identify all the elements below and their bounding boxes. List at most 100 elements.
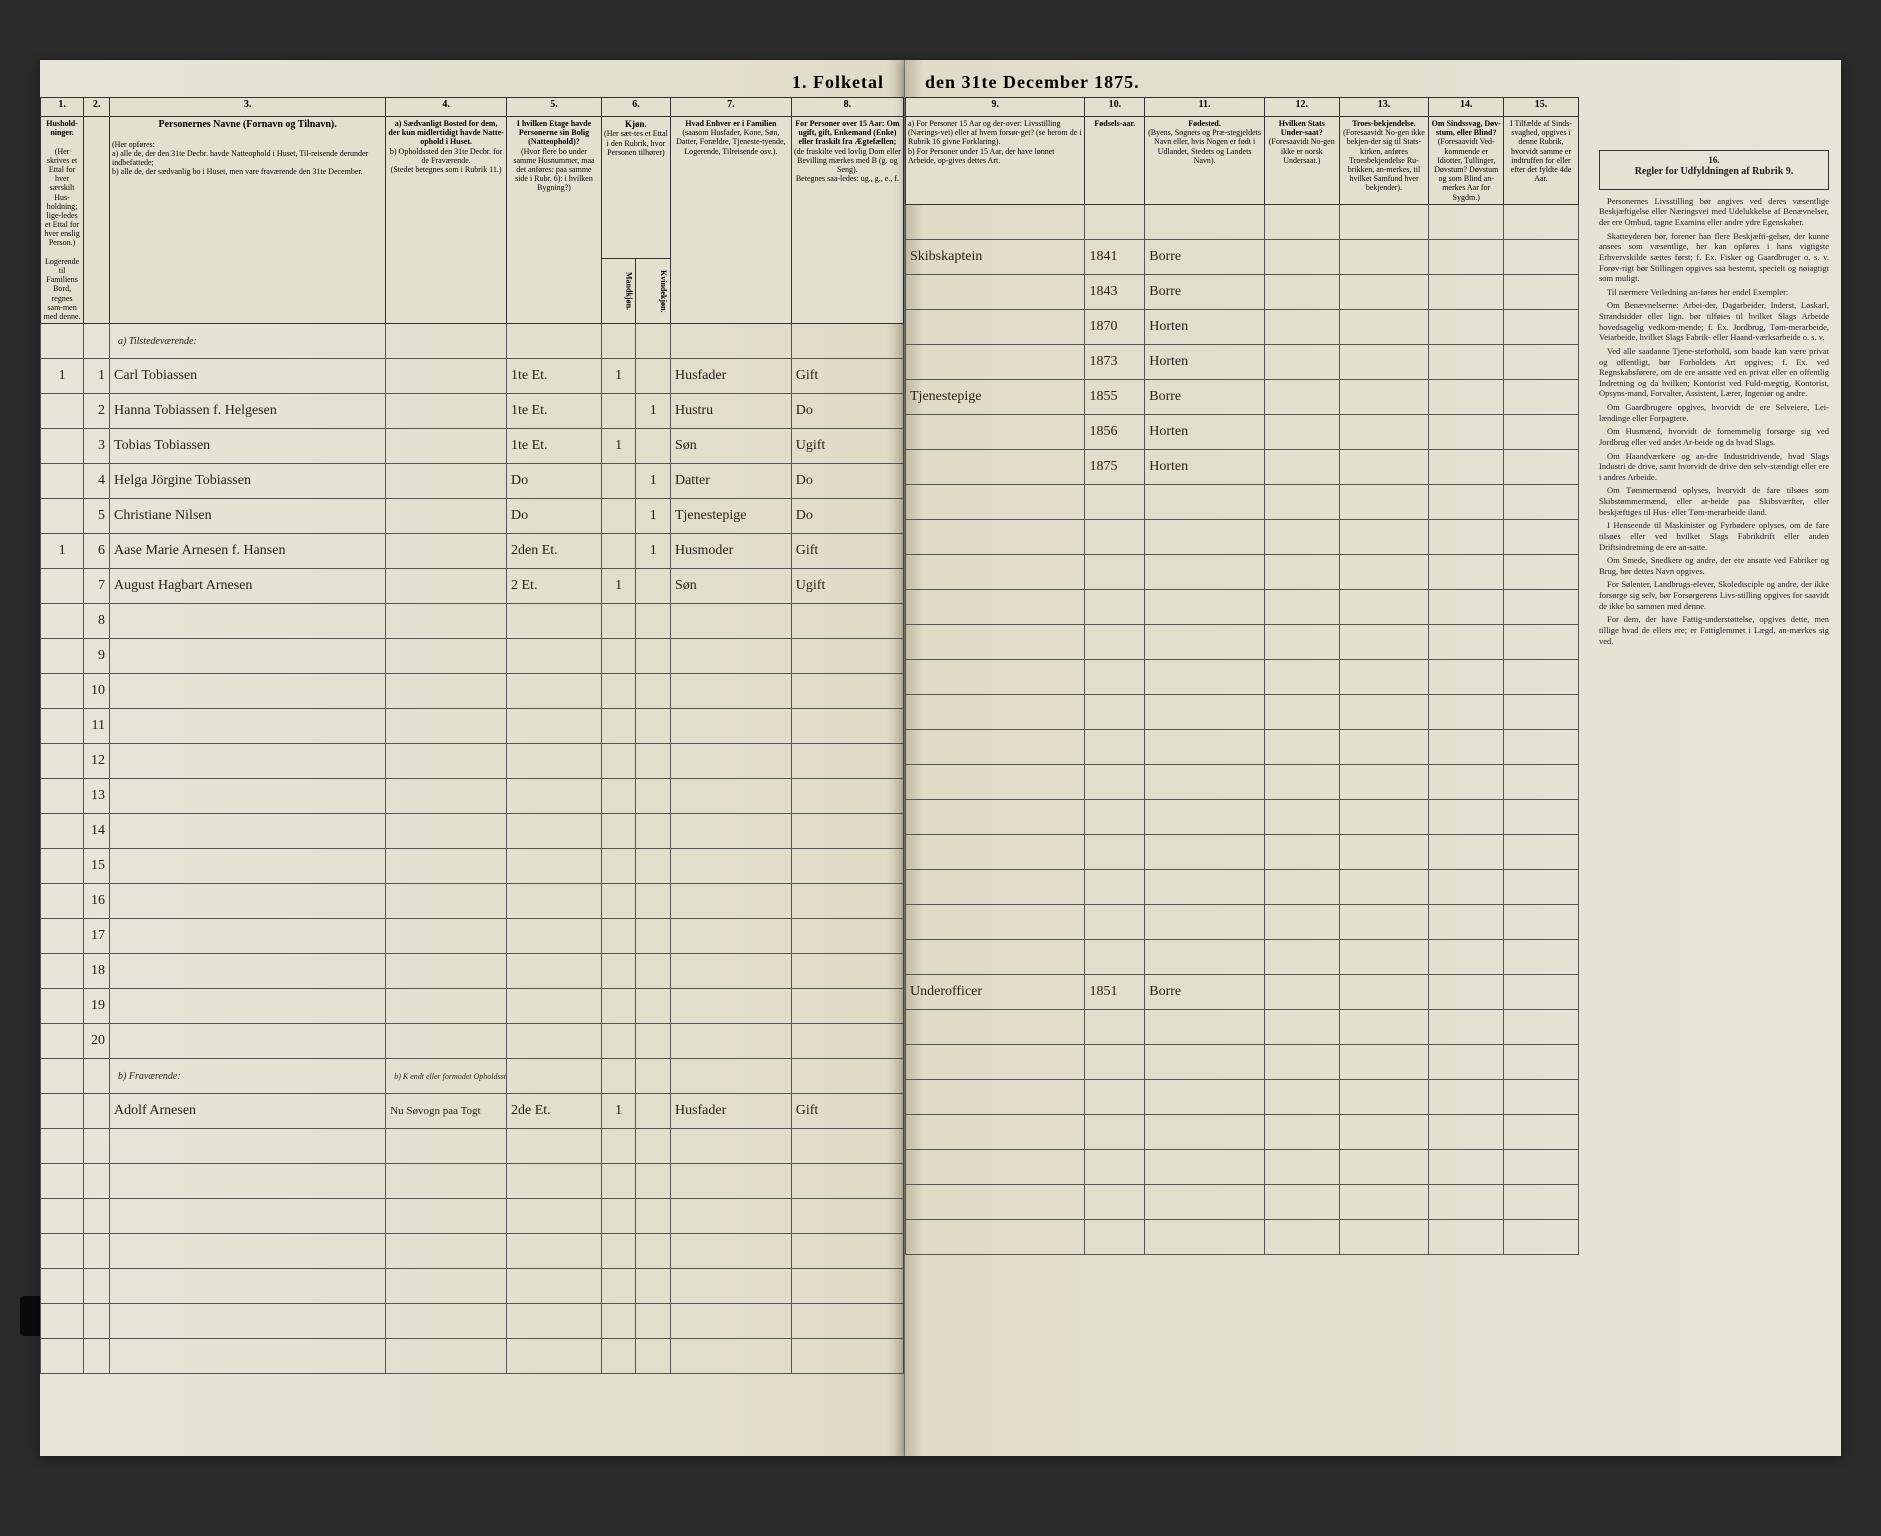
marital-cell: Gift: [791, 534, 903, 569]
row-number: 8: [84, 604, 110, 639]
rules-paragraph: For Sølenter, Landbrugs-elever, Skoledis…: [1599, 579, 1829, 611]
row-number: 12: [84, 744, 110, 779]
male-cell: [601, 499, 636, 534]
name-cell: Aase Marie Arnesen f. Hansen: [110, 534, 386, 569]
male-cell: [601, 464, 636, 499]
male-cell: [601, 394, 636, 429]
relation-cell: Søn: [670, 569, 791, 604]
table-row: 9: [41, 639, 904, 674]
disability-cell: [1429, 974, 1504, 1009]
name-cell: Carl Tobiassen: [110, 359, 386, 394]
table-row: 14: [41, 814, 904, 849]
table-row: [906, 519, 1579, 554]
row-number: 18: [84, 954, 110, 989]
table-row: [41, 1304, 904, 1339]
row-number: 14: [84, 814, 110, 849]
right-page: den 31te December 1875. 9. 10. 11. 12. 1…: [905, 60, 1841, 1456]
birthplace-cell: Horten: [1145, 344, 1265, 379]
citizenship-cell: [1264, 379, 1339, 414]
religion-cell: [1339, 379, 1429, 414]
census-ledger-left: 1. 2. 3. 4. 5. 6. 7. 8. Hushold-ninger. …: [40, 97, 904, 1374]
row-number: 1: [84, 359, 110, 394]
row-number: [84, 1304, 110, 1339]
table-row: 15: [41, 849, 904, 884]
table-row: [41, 1129, 904, 1164]
census-ledger-right: 9. 10. 11. 12. 13. 14. 15. a) For Person…: [905, 97, 1579, 1255]
row-number: [84, 1234, 110, 1269]
col-header: [84, 117, 110, 324]
occupation-cell: [906, 309, 1085, 344]
name-cell: Christiane Nilsen: [110, 499, 386, 534]
col-header: Fødsels-aar.: [1085, 117, 1145, 205]
column-number-row: 9. 10. 11. 12. 13. 14. 15.: [906, 98, 1579, 117]
table-row: 11: [41, 709, 904, 744]
col-header: For Personer over 15 Aar: Om ugift, gift…: [791, 117, 903, 324]
household-cell: 1: [41, 534, 84, 569]
male-cell: 1: [601, 1094, 636, 1129]
table-row: [906, 554, 1579, 589]
disability-cell: [1429, 239, 1504, 274]
table-row: 12: [41, 744, 904, 779]
row-number: 3: [84, 429, 110, 464]
row-number: 19: [84, 989, 110, 1024]
table-row: 1856Horten: [906, 414, 1579, 449]
onset-cell: [1504, 974, 1579, 1009]
table-row: [906, 1114, 1579, 1149]
col-header: a) Sædvanligt Bosted for dem, der kun mi…: [386, 117, 507, 324]
floor-cell: 2de Et.: [507, 1094, 602, 1129]
disability-cell: [1429, 379, 1504, 414]
household-cell: [41, 569, 84, 604]
col-header: Hvilken Stats Under-saat? (Foresaavidt N…: [1264, 117, 1339, 205]
colnum: 1.: [41, 98, 84, 117]
onset-cell: [1504, 239, 1579, 274]
table-row: [41, 1164, 904, 1199]
household-cell: [41, 429, 84, 464]
table-row: 13: [41, 779, 904, 814]
occupation-cell: Skibskaptein: [906, 239, 1085, 274]
occupation-cell: Underofficer: [906, 974, 1085, 1009]
onset-cell: [1504, 274, 1579, 309]
birthplace-cell: Borre: [1145, 274, 1265, 309]
table-row: [906, 1079, 1579, 1114]
birthyear-cell: 1870: [1085, 309, 1145, 344]
table-row: 11Carl Tobiassen1te Et.1HusfaderGift: [41, 359, 904, 394]
page-title-left: 1. Folketal: [40, 60, 904, 97]
col-header: Hushold-ninger. (Her skrives et Ettal fo…: [41, 117, 84, 324]
row-number: 13: [84, 779, 110, 814]
col-header: Troes-bekjendelse. (Foresaavidt No-gen i…: [1339, 117, 1429, 205]
marital-cell: Ugift: [791, 429, 903, 464]
book-spread: 1. Folketal 1. 2. 3. 4. 5. 6. 7. 8. Hush…: [0, 0, 1881, 1536]
residence-cell: [386, 429, 507, 464]
table-row: 7August Hagbart Arnesen2 Et.1SønUgift: [41, 569, 904, 604]
rules-paragraph: I Henseende til Maskinister og Fyrbødere…: [1599, 520, 1829, 552]
name-cell: Hanna Tobiassen f. Helgesen: [110, 394, 386, 429]
female-cell: [636, 359, 671, 394]
female-cell: [636, 1094, 671, 1129]
onset-cell: [1504, 414, 1579, 449]
table-row: [41, 1234, 904, 1269]
colnum: 13.: [1339, 98, 1429, 117]
occupation-cell: [906, 414, 1085, 449]
left-page: 1. Folketal 1. 2. 3. 4. 5. 6. 7. 8. Hush…: [40, 60, 905, 1456]
row-number: 5: [84, 499, 110, 534]
table-row: [906, 659, 1579, 694]
row-number: [84, 1339, 110, 1374]
table-row: [906, 834, 1579, 869]
table-row: 20: [41, 1024, 904, 1059]
table-row: 16Aase Marie Arnesen f. Hansen2den Et.1H…: [41, 534, 904, 569]
birthyear-cell: 1841: [1085, 239, 1145, 274]
birthyear-cell: 1873: [1085, 344, 1145, 379]
floor-cell: Do: [507, 464, 602, 499]
table-row: Underofficer1851Borre: [906, 974, 1579, 1009]
colnum: 4.: [386, 98, 507, 117]
col-header: Fødested. (Byens, Sognets og Præ-stegjel…: [1145, 117, 1265, 205]
table-row: 18: [41, 954, 904, 989]
male-cell: 1: [601, 359, 636, 394]
col-subheader: Kvindekjøn.: [636, 259, 671, 324]
religion-cell: [1339, 309, 1429, 344]
col-header: I Tilfælde af Sinds-svaghed, opgives i d…: [1504, 117, 1579, 205]
household-cell: [41, 464, 84, 499]
floor-cell: 1te Et.: [507, 359, 602, 394]
table-row: [906, 1184, 1579, 1219]
female-cell: 1: [636, 534, 671, 569]
